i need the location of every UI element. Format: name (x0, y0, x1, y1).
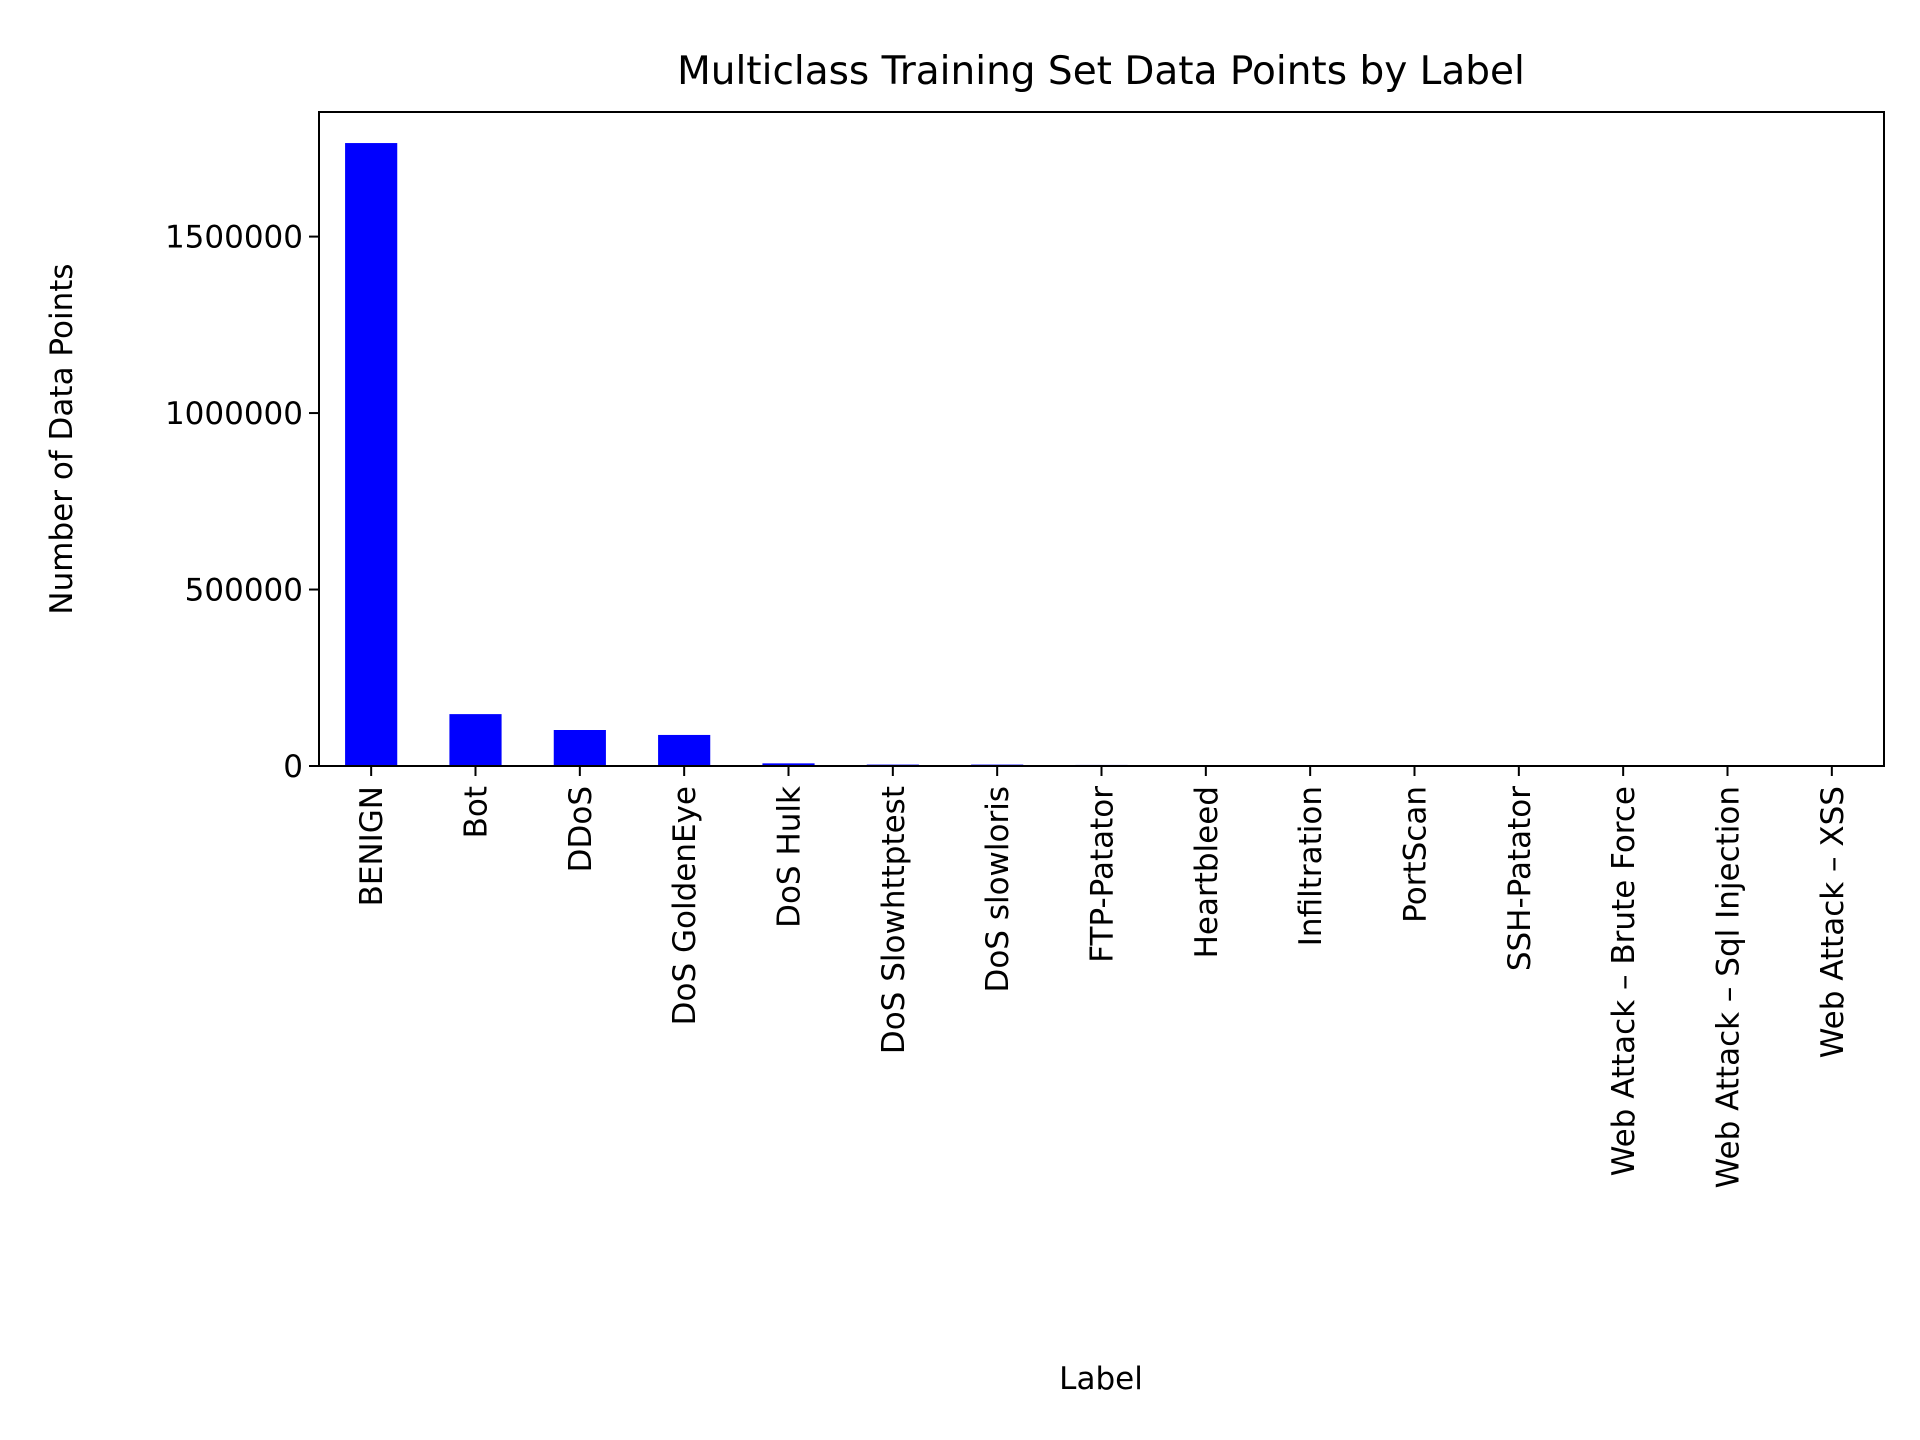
bar (553, 730, 606, 766)
x-tick-label: Infiltration (1293, 786, 1329, 946)
x-tick-label: DoS Hulk (772, 786, 808, 928)
y-axis: 0 500000 1000000 1500000 (165, 220, 319, 785)
y-tick-label: 1000000 (165, 396, 303, 432)
x-tick-label: DDoS (563, 786, 599, 872)
x-tick-label: DoS GoldenEye (667, 786, 703, 1025)
x-tick-label: Web Attack – XSS (1815, 786, 1851, 1058)
y-tick-label: 500000 (185, 573, 303, 609)
x-tick-label: Web Attack – Brute Force (1606, 786, 1642, 1176)
bar (345, 143, 398, 766)
y-axis-title: Number of Data Points (44, 263, 80, 614)
x-tick-label: Heartbleed (1189, 786, 1225, 958)
x-tick-label: PortScan (1398, 786, 1434, 923)
y-tick-label: 0 (283, 749, 303, 785)
x-tick-label: Bot (459, 786, 495, 838)
x-tick-label: Web Attack – Sql Injection (1711, 786, 1747, 1188)
x-tick-label: BENIGN (354, 786, 390, 906)
x-axis-title: Label (1059, 1361, 1143, 1397)
x-tick-label: DoS slowloris (980, 786, 1016, 993)
x-tick-label: FTP-Patator (1085, 786, 1121, 963)
y-tick-label: 1500000 (165, 220, 303, 256)
chart-title: Multiclass Training Set Data Points by L… (677, 49, 1525, 94)
bar (449, 714, 502, 766)
x-tick-label: DoS Slowhttptest (876, 786, 912, 1054)
x-axis: BENIGN Bot DDoS DoS GoldenEye DoS Hulk DoS Sl… (354, 766, 1851, 1188)
bar (762, 763, 815, 766)
x-tick-label: SSH-Patator (1502, 786, 1538, 971)
bar (658, 734, 711, 766)
